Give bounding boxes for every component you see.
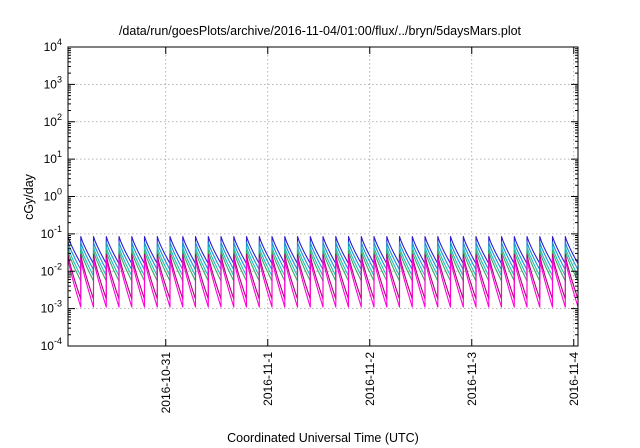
y-tick-label: 103 (44, 74, 62, 91)
x-tick-label: 2016-11-4 (567, 352, 581, 406)
x-tick-label: 2016-11-3 (465, 352, 479, 406)
y-tick-label: 10-3 (41, 299, 62, 316)
series-line-6 (67, 257, 579, 308)
x-tick-label: 2016-11-1 (261, 352, 275, 406)
axis-ticks: 10-4 10-3 10-2 10-1 100 101 102 103 104 2016-10-3… (41, 37, 581, 413)
y-tick-label: 10-4 (41, 336, 62, 353)
x-axis-label: Coordinated Universal Time (UTC) (227, 431, 419, 445)
y-axis-label: cGy/day (22, 173, 36, 220)
y-tick-label: 104 (44, 37, 62, 54)
chart-title: /data/run/goesPlots/archive/2016-11-04/0… (119, 24, 522, 38)
y-tick-label: 10-2 (41, 261, 62, 278)
y-tick-label: 101 (44, 149, 62, 166)
y-tick-label: 102 (44, 112, 62, 129)
y-tick-label: 10-1 (41, 224, 62, 241)
x-tick-label: 2016-10-31 (159, 352, 173, 414)
y-tick-label: 100 (44, 187, 62, 204)
series-group (67, 235, 579, 308)
x-tick-label: 2016-11-2 (363, 352, 377, 406)
